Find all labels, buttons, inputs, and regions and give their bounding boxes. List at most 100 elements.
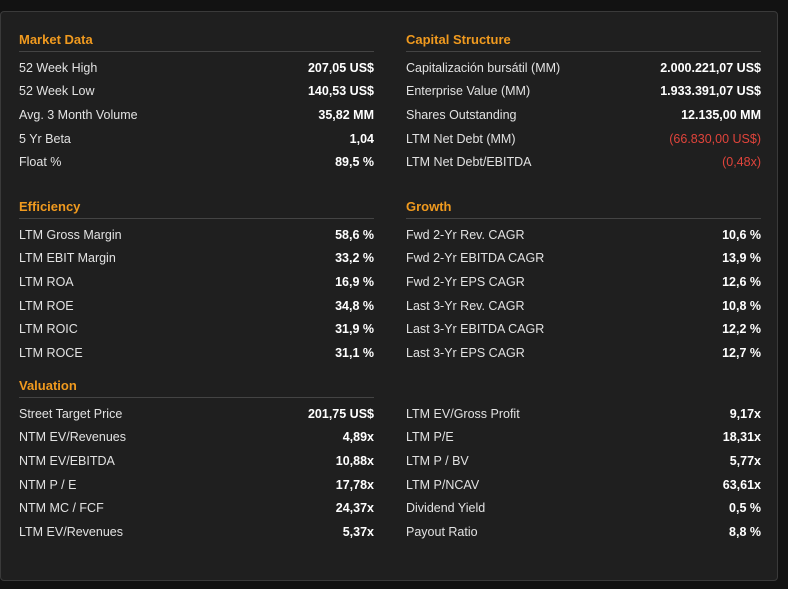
stat-value: 1,04 [349,131,374,146]
stat-value: 17,78x [335,477,374,492]
stat-row: Shares Outstanding 12.135,00 MM [406,103,761,127]
valuation-section: Valuation Street Target Price 201,75 US$ N… [19,374,374,544]
stat-value: 140,53 US$ [307,84,374,99]
stat-label: Last 3-Yr Rev. CAGR [406,298,525,313]
stat-value: (66.830,00 US$) [669,131,761,146]
stat-value: 34,8 % [335,298,374,313]
stat-row: NTM MC / FCF 24,37x [19,496,374,520]
stat-row: LTM Net Debt/EBITDA (0,48x) [406,150,761,174]
stat-label: Payout Ratio [406,524,478,539]
stat-row: NTM EV/Revenues 4,89x [19,426,374,450]
stat-label: NTM EV/Revenues [19,430,126,445]
stat-value: 31,1 % [335,345,374,360]
stat-value: 9,17x [729,406,761,421]
stat-value: 5,77x [729,453,761,468]
stat-label: 5 Yr Beta [19,131,71,146]
stat-row: LTM ROIC 31,9 % [19,317,374,341]
stat-value: 4,89x [342,430,374,445]
stat-value: 12,6 % [722,274,761,289]
stat-label: LTM ROA [19,274,74,289]
stat-value: 2.000.221,07 US$ [660,60,761,75]
stat-value: 201,75 US$ [307,406,374,421]
stat-row: Payout Ratio 8,8 % [406,520,761,544]
stat-label: NTM EV/EBITDA [19,453,115,468]
stat-label: NTM P / E [19,477,77,492]
stat-value: 12,2 % [722,322,761,337]
stat-label: Dividend Yield [406,501,486,516]
stat-value: 31,9 % [335,322,374,337]
stat-row: LTM Gross Margin 58,6 % [19,223,374,247]
stat-value: 10,8 % [722,298,761,313]
stat-row: 52 Week High 207,05 US$ [19,56,374,80]
stat-row: Fwd 2-Yr EPS CAGR 12,6 % [406,270,761,294]
stat-value: 24,37x [335,501,374,516]
valuation-rows: Street Target Price 201,75 US$ NTM EV/Reve… [19,398,374,544]
stat-value: 63,61x [722,477,761,492]
growth-section: Growth Fwd 2-Yr Rev. CAGR 10,6 % Fwd 2-Yr … [406,195,761,365]
stat-value: 8,8 % [729,524,761,539]
valuation-right-section: LTM EV/Gross Profit 9,17x LTM P/E 18,31x LTM… [406,374,761,544]
stat-value: 13,9 % [722,251,761,266]
stat-value: 5,37x [342,524,374,539]
capital-structure-section: Capital Structure Capitalización bursáti… [406,28,761,174]
stat-row: Fwd 2-Yr Rev. CAGR 10,6 % [406,223,761,247]
stat-label: Avg. 3 Month Volume [19,107,138,122]
stat-value: 10,88x [335,453,374,468]
stat-row: Last 3-Yr EPS CAGR 12,7 % [406,341,761,365]
stat-label: NTM MC / FCF [19,501,104,516]
capital-structure-rows: Capitalización bursátil (MM) 2.000.221,07… [406,52,761,174]
stat-label: Street Target Price [19,406,123,421]
market-data-rows: 52 Week High 207,05 US$ 52 Week Low 140,53 … [19,52,374,174]
stat-label: LTM Net Debt (MM) [406,131,516,146]
efficiency-title: Efficiency [19,195,374,219]
stat-value: 207,05 US$ [307,60,374,75]
stat-value: 10,6 % [722,227,761,242]
stat-label: Shares Outstanding [406,107,517,122]
market-data-section: Market Data 52 Week High 207,05 US$ 52 Wee… [19,28,374,174]
stat-row: LTM Net Debt (MM) (66.830,00 US$) [406,127,761,151]
efficiency-rows: LTM Gross Margin 58,6 % LTM EBIT Margin 33,… [19,219,374,365]
stat-row: Avg. 3 Month Volume 35,82 MM [19,103,374,127]
stat-row: NTM P / E 17,78x [19,473,374,497]
market-data-title: Market Data [19,28,374,52]
stats-panel: Market Data 52 Week High 207,05 US$ 52 Wee… [0,11,778,581]
stat-row: Fwd 2-Yr EBITDA CAGR 13,9 % [406,247,761,271]
stat-label: LTM P / BV [406,453,469,468]
stat-label: Capitalización bursátil (MM) [406,60,561,75]
valuation-right-spacer [406,374,761,398]
stat-value: 89,5 % [335,155,374,170]
stat-value: (0,48x) [722,155,761,170]
stat-row: LTM EV/Revenues 5,37x [19,520,374,544]
stat-value: 33,2 % [335,251,374,266]
stat-label: LTM P/E [406,430,454,445]
stat-row: LTM P / BV 5,77x [406,449,761,473]
stat-row: LTM ROA 16,9 % [19,270,374,294]
stat-label: LTM EBIT Margin [19,251,116,266]
stat-value: 16,9 % [335,274,374,289]
stat-row: Last 3-Yr EBITDA CAGR 12,2 % [406,317,761,341]
stat-row: LTM P/NCAV 63,61x [406,473,761,497]
stat-value: 18,31x [722,430,761,445]
stat-label: Fwd 2-Yr EPS CAGR [406,274,525,289]
stat-label: LTM ROCE [19,345,83,360]
stat-label: Fwd 2-Yr Rev. CAGR [406,227,525,242]
stat-label: LTM Gross Margin [19,227,122,242]
valuation-right-rows: LTM EV/Gross Profit 9,17x LTM P/E 18,31x LTM… [406,398,761,544]
stat-label: Last 3-Yr EPS CAGR [406,345,525,360]
efficiency-section: Efficiency LTM Gross Margin 58,6 % LTM EBI… [19,195,374,365]
stat-row: Capitalización bursátil (MM) 2.000.221,07… [406,56,761,80]
stat-row: LTM EV/Gross Profit 9,17x [406,402,761,426]
stat-row: Street Target Price 201,75 US$ [19,402,374,426]
growth-title: Growth [406,195,761,219]
stat-row: Enterprise Value (MM) 1.933.391,07 US$ [406,80,761,104]
stat-row: 5 Yr Beta 1,04 [19,127,374,151]
stat-label: LTM ROIC [19,322,78,337]
stat-label: 52 Week High [19,60,98,75]
stat-label: LTM P/NCAV [406,477,480,492]
stat-row: LTM ROCE 31,1 % [19,341,374,365]
stat-value: 35,82 MM [318,107,374,122]
growth-rows: Fwd 2-Yr Rev. CAGR 10,6 % Fwd 2-Yr EBITDA … [406,219,761,365]
stat-label: LTM Net Debt/EBITDA [406,155,532,170]
stat-value: 12.135,00 MM [681,107,761,122]
stat-label: LTM EV/Revenues [19,524,123,539]
